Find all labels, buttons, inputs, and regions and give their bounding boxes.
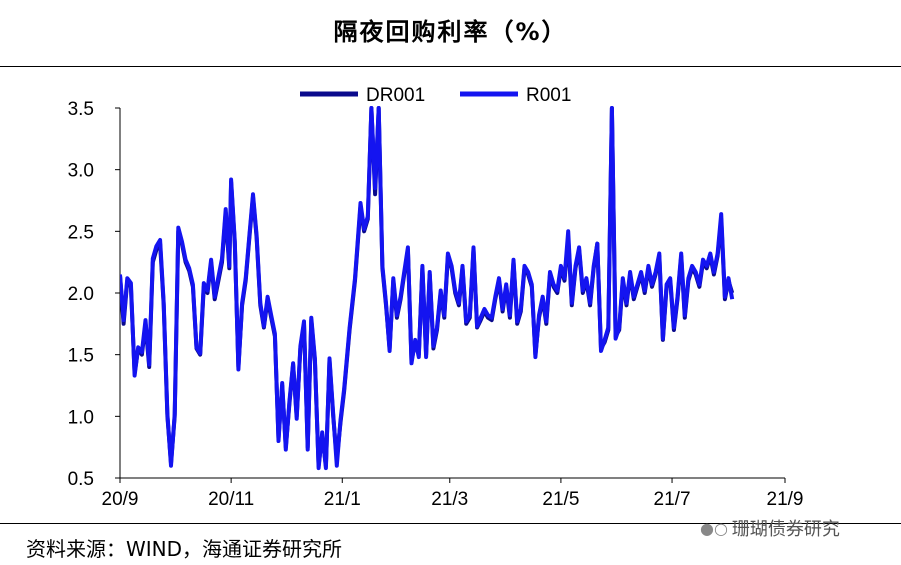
y-tick-label: 1.0: [68, 407, 94, 428]
y-tick-label: 2.0: [68, 284, 94, 305]
y-tick-label: 2.5: [68, 222, 94, 243]
legend-label-r001: R001: [526, 85, 571, 106]
bottom-divider: [0, 523, 901, 524]
chart-legend: DR001 R001: [300, 85, 571, 106]
x-tick-label: 20/9: [102, 489, 139, 510]
watermark-text: 珊瑚债券研究: [731, 519, 840, 540]
x-axis-ticks: 20/9 20/11 21/1 21/3 21/5 21/7 21/9: [102, 478, 804, 510]
x-tick-label: 21/5: [542, 489, 579, 510]
source-note: 资料来源：WIND，海通证券研究所: [26, 537, 343, 561]
x-tick-label: 21/7: [654, 489, 691, 510]
watermark: ●○ 珊瑚债券研究: [700, 515, 840, 541]
series-line-r001: [120, 106, 735, 471]
y-tick-label: 0.5: [68, 469, 94, 490]
y-tick-label: 1.5: [68, 346, 94, 367]
x-tick-label: 21/1: [324, 489, 361, 510]
top-divider: [0, 66, 901, 67]
x-tick-label: 21/9: [767, 489, 804, 510]
y-tick-label: 3.5: [68, 99, 94, 120]
x-tick-label: 21/3: [431, 489, 468, 510]
wechat-icon: ●○: [700, 518, 728, 538]
legend-label-dr001: DR001: [366, 85, 425, 106]
x-tick-label: 20/11: [208, 489, 254, 510]
y-tick-label: 3.0: [68, 161, 94, 182]
y-axis-ticks: 0.5 1.0 1.5 2.0 2.5 3.0 3.5: [68, 99, 120, 490]
chart-title: 隔夜回购利率（%）: [333, 18, 568, 46]
chart-series: [120, 106, 735, 471]
